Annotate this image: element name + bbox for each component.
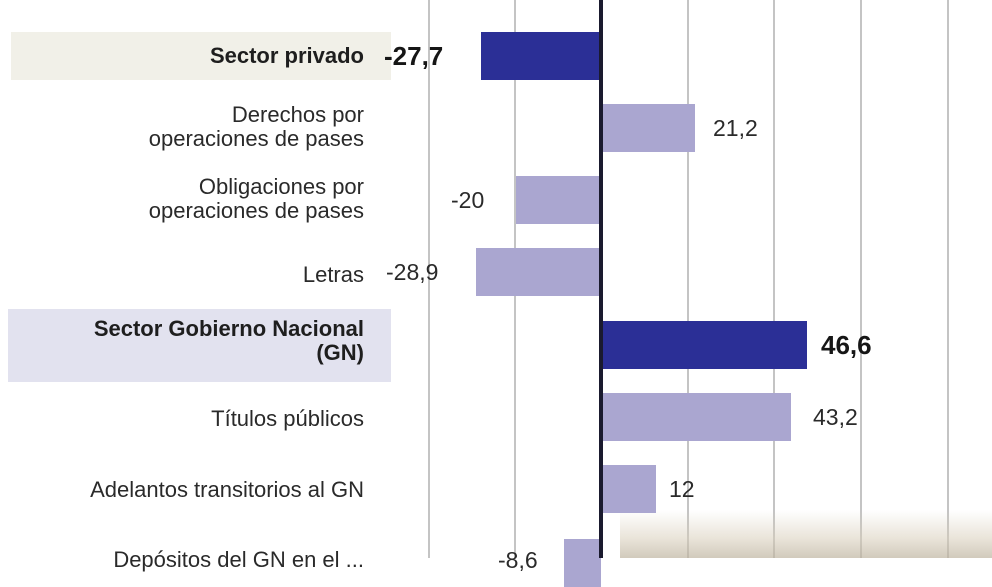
sector-privado-highlight xyxy=(11,32,391,80)
label-line-2: operaciones de pases xyxy=(148,198,364,223)
gridline-20 xyxy=(687,0,689,558)
row-label-letras: Letras xyxy=(302,262,364,287)
background-photo-fade xyxy=(620,510,992,558)
zero-axis xyxy=(599,0,603,558)
bar-sector-privado xyxy=(481,32,601,80)
row-value-adelantos: 12 xyxy=(669,476,695,502)
row-label-titulos-publicos: Títulos públicos xyxy=(211,406,364,431)
bar-letras xyxy=(476,248,601,296)
row-value-sector-privado: -27,7 xyxy=(384,41,444,71)
gridline-60 xyxy=(860,0,862,558)
gridline-40 xyxy=(773,0,775,558)
bar-sector-gn xyxy=(603,321,807,369)
row-label-adelantos: Adelantos transitorios al GN xyxy=(90,477,364,502)
sector-gn-highlight xyxy=(8,309,391,382)
bar-derechos xyxy=(603,104,695,152)
row-value-letras: -28,9 xyxy=(386,259,439,285)
row-value-derechos: 21,2 xyxy=(713,115,758,141)
bar-adelantos xyxy=(603,465,656,513)
bar-obligaciones xyxy=(516,176,601,224)
label-line-2: operaciones de pases xyxy=(148,126,364,151)
label-line-2: (GN) xyxy=(316,340,364,365)
row-label-sector-gn: Sector Gobierno Nacional (GN) xyxy=(94,317,364,365)
row-value-depositos: -8,6 xyxy=(498,547,538,573)
gridline-minus-40 xyxy=(428,0,430,558)
row-value-obligaciones: -20 xyxy=(451,187,485,213)
label-line-1: Derechos por xyxy=(231,102,364,127)
row-label-obligaciones: Obligaciones por operaciones de pases xyxy=(149,175,364,223)
row-label-sector-privado: Sector privado xyxy=(209,43,364,68)
gridline-80 xyxy=(947,0,949,558)
row-value-sector-gn: 46,6 xyxy=(821,330,872,360)
row-value-titulos-publicos: 43,2 xyxy=(813,404,858,430)
horizontal-bar-chart: Sector privado -27,7 Derechos por operac… xyxy=(8,0,992,587)
bar-depositos xyxy=(564,539,601,587)
label-line-1: Obligaciones por xyxy=(198,174,364,199)
bar-titulos-publicos xyxy=(603,393,791,441)
row-label-derechos: Derechos por operaciones de pases xyxy=(149,103,364,151)
row-label-depositos: Depósitos del GN en el ... xyxy=(113,547,364,572)
label-line-1: Sector Gobierno Nacional xyxy=(93,316,364,341)
